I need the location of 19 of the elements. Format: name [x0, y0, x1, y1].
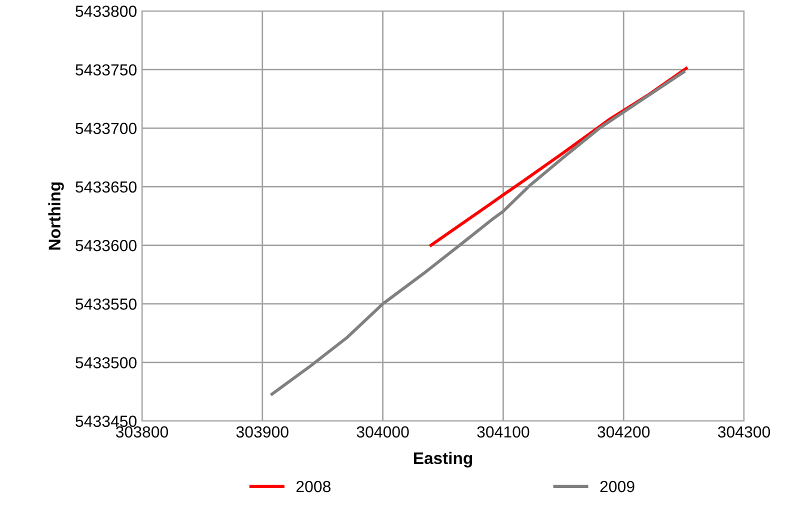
x-tick-label: 304000: [356, 426, 409, 438]
y-tick-label: 5433650: [76, 181, 137, 193]
x-tick-label: 304200: [598, 426, 650, 438]
y-tick-label: 5433800: [76, 6, 137, 17]
legend-label: 2008: [296, 480, 331, 492]
y-axis-title: Northing: [48, 182, 64, 250]
x-tick-label: 303800: [116, 426, 168, 438]
y-tick-label: 5433500: [76, 357, 137, 368]
y-tick-label: 5433450: [76, 416, 137, 427]
x-axis-title: Easting: [414, 452, 472, 468]
x-tick-label: 304100: [477, 426, 530, 438]
x-tick-label: 304300: [718, 426, 770, 438]
legend-label: 2009: [600, 480, 634, 492]
x-tick-label: 303900: [236, 426, 288, 438]
y-tick-label: 5433700: [76, 122, 137, 134]
y-tick-label: 5433550: [76, 298, 137, 310]
y-tick-label: 5433600: [76, 240, 137, 252]
line-series: [270, 70, 686, 396]
y-tick-label: 5433750: [76, 64, 137, 76]
